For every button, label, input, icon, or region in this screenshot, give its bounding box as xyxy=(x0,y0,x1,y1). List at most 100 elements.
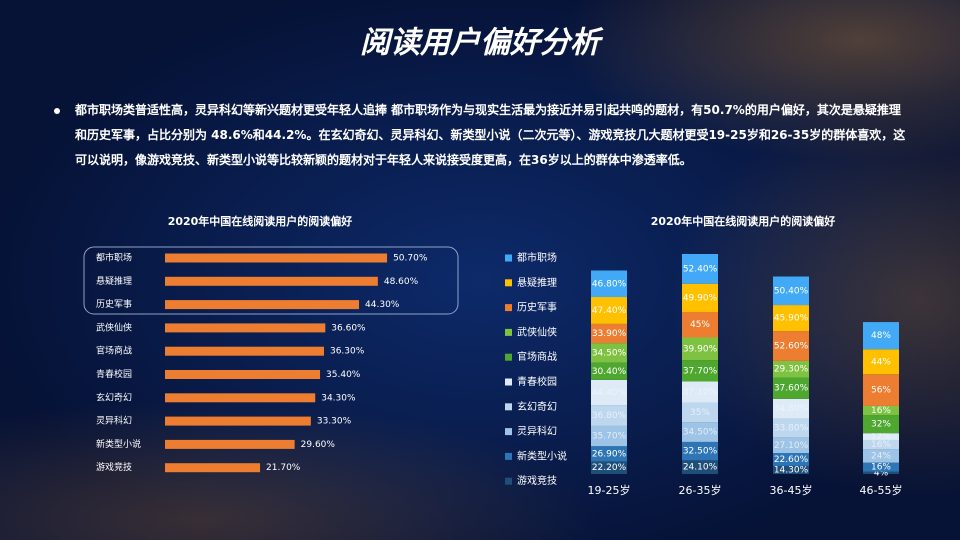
legend-label: 游戏竞技 xyxy=(517,474,557,487)
data-label: 45.90% xyxy=(774,314,809,324)
data-label: 48% xyxy=(871,331,891,341)
bar-segment xyxy=(863,405,899,416)
data-label: 37.60% xyxy=(774,384,809,394)
y-tick-label: 历史军事 xyxy=(96,298,132,310)
data-label: 48.60% xyxy=(384,277,419,287)
data-label: 49.90% xyxy=(683,293,718,303)
data-label: 16% xyxy=(871,406,891,416)
bar-segment xyxy=(682,381,718,403)
data-label: 44% xyxy=(871,357,891,367)
bar-segment xyxy=(773,437,809,454)
bar-segment xyxy=(591,446,627,462)
data-label: 33.80% xyxy=(774,424,809,434)
bar-segment xyxy=(773,398,809,419)
bar-segment xyxy=(773,305,809,332)
legend-label: 官场商战 xyxy=(517,350,557,363)
bar xyxy=(165,416,311,426)
data-label: 52.60% xyxy=(774,342,809,352)
data-label: 37.70% xyxy=(683,366,718,376)
legend-label: 玄幻奇幻 xyxy=(517,400,557,413)
data-label: 50.70% xyxy=(393,254,428,264)
bar xyxy=(165,370,321,379)
bar-segment xyxy=(863,449,899,463)
bar-segment xyxy=(591,379,627,406)
data-label: 56% xyxy=(871,386,891,396)
bar xyxy=(165,463,261,473)
data-label: 22.20% xyxy=(592,463,627,473)
legend-swatch xyxy=(505,304,512,312)
data-label: 33.90% xyxy=(592,329,627,339)
data-label: 35% xyxy=(690,408,710,418)
data-label: 44.30% xyxy=(365,300,400,310)
bar-segment xyxy=(863,471,899,474)
y-tick-label: 新类型小说 xyxy=(96,438,141,450)
x-tick-label: 46-55岁 xyxy=(860,483,903,497)
legend-label: 武侠仙侠 xyxy=(517,325,557,338)
bar-segment xyxy=(682,254,718,284)
legend-swatch xyxy=(505,452,512,460)
data-label: 44.40% xyxy=(592,388,627,398)
bar-segment xyxy=(682,360,718,382)
bar-segment xyxy=(863,322,899,350)
bar-segment xyxy=(863,433,899,440)
data-label: 24.10% xyxy=(683,463,718,473)
legend-swatch xyxy=(505,279,512,287)
bar-segment xyxy=(863,349,899,375)
data-label: 35.70% xyxy=(592,432,627,442)
bar-segment xyxy=(773,377,809,399)
bar xyxy=(165,393,316,403)
legend-label: 灵异科幻 xyxy=(517,425,557,438)
bullet xyxy=(54,108,60,114)
data-label: 36.30% xyxy=(330,347,365,357)
data-label: 33.30% xyxy=(317,417,352,427)
data-label: 34.30% xyxy=(321,393,356,403)
data-label: 35.40% xyxy=(326,370,361,380)
data-label: 34.50% xyxy=(592,348,627,358)
y-tick-label: 游戏竞技 xyxy=(96,461,132,473)
data-label: 45% xyxy=(690,320,710,330)
data-label: 46.80% xyxy=(592,279,627,289)
data-label: 30.40% xyxy=(592,367,627,377)
legend-label: 历史军事 xyxy=(517,301,557,314)
data-label: 4% xyxy=(874,468,889,478)
chart-title: 2020年中国在线阅读用户的阅读偏好 xyxy=(651,214,836,228)
legend-swatch xyxy=(505,353,512,361)
x-tick-label: 26-35岁 xyxy=(679,483,722,497)
bar-segment xyxy=(591,270,627,298)
bar-segment xyxy=(773,418,809,438)
bar-segment xyxy=(591,461,627,474)
bar-segment xyxy=(682,311,718,338)
bar-segment xyxy=(591,425,627,447)
y-tick-label: 玄幻奇幻 xyxy=(96,391,132,403)
chart-title: 2020年中国在线阅读用户的阅读偏好 xyxy=(168,214,353,228)
data-label: 36.80% xyxy=(592,411,627,421)
bar xyxy=(165,439,295,449)
paragraph: 都市职场类普适性高，灵异科幻等新兴题材更受年轻人追捧 都市职场作为与现实生活最为… xyxy=(75,103,906,167)
bar xyxy=(165,276,378,286)
bar-segment xyxy=(591,343,627,363)
data-label: 29.60% xyxy=(301,440,336,450)
data-label: 16% xyxy=(871,463,891,473)
x-tick-label: 19-25岁 xyxy=(588,483,631,497)
data-label: 16% xyxy=(871,440,891,450)
bar xyxy=(165,253,388,263)
bar-segment xyxy=(682,337,718,361)
bar-segment xyxy=(863,439,899,450)
bar-segment xyxy=(591,362,627,380)
bar-segment xyxy=(591,297,627,324)
data-label: 24% xyxy=(871,451,891,461)
bar-segment xyxy=(863,415,899,434)
y-tick-label: 青春校园 xyxy=(96,368,132,380)
legend-swatch xyxy=(505,378,512,386)
y-tick-label: 武侠仙侠 xyxy=(96,321,132,333)
bar-segment xyxy=(773,453,809,466)
legend-swatch xyxy=(505,403,512,411)
y-tick-label: 悬疑推理 xyxy=(96,275,132,287)
legend-swatch xyxy=(505,254,512,262)
data-label: 29.30% xyxy=(774,365,809,375)
bar-segment xyxy=(773,331,809,361)
bar-segment xyxy=(591,405,627,426)
bar-segment xyxy=(591,323,627,344)
